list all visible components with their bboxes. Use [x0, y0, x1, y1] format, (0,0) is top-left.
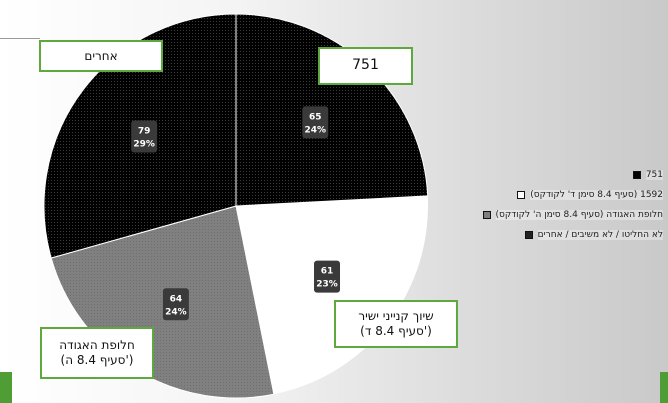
- data-label-percent: 24%: [305, 125, 327, 135]
- pie-slice: [235, 13, 429, 207]
- legend-swatch: [632, 171, 641, 179]
- callout-top-left: אחרים: [39, 40, 163, 72]
- data-label-value: 61: [321, 267, 334, 277]
- data-label-value: 79: [138, 126, 151, 136]
- data-label-percent: 24%: [165, 307, 187, 317]
- legend-item: 751: [463, 165, 663, 185]
- pie-slice: [236, 195, 428, 395]
- pie-data-labels: 65 24% 61 23% 64 24% 79 29%: [131, 106, 341, 321]
- data-label-value: 64: [170, 294, 183, 304]
- green-accent-bar-left: [0, 372, 12, 403]
- legend-label: 751: [645, 170, 663, 180]
- legend-label: 1592 (סעיף 8.4 סימן ד' לקודקס): [530, 190, 663, 200]
- legend-item: 1592 (סעיף 8.4 סימן ד' לקודקס): [463, 185, 663, 205]
- legend-item: חלופת האגודה (סעיף 8.4 סימן ה' לקודקס): [463, 205, 663, 225]
- pie-slices: [43, 13, 429, 399]
- data-label-percent: 29%: [133, 139, 155, 149]
- data-label-box: [131, 120, 158, 153]
- callout-bottom-left: חלופת האגודה (סעיף 8.4 ה'): [40, 327, 154, 379]
- legend-label: חלופת האגודה (סעיף 8.4 סימן ה' לקודקס): [495, 210, 663, 220]
- data-label-box: [302, 106, 329, 139]
- header-divider: [0, 38, 40, 39]
- data-label-percent: 23%: [316, 280, 338, 290]
- legend-item: לא החליטו / לא משיבים / אחרים: [463, 225, 663, 245]
- data-label-box: [314, 260, 341, 293]
- legend-swatch: [524, 231, 533, 239]
- legend-label: לא החליטו / לא משיבים / אחרים: [537, 230, 663, 240]
- callout-bottom-right: שיוך קנייני ישיר (סעיף 8.4 ד'): [334, 300, 458, 348]
- legend-swatch: [517, 191, 526, 199]
- legend-swatch: [482, 211, 491, 219]
- green-accent-bar-right: [660, 372, 668, 403]
- data-label-value: 65: [309, 112, 322, 122]
- data-label-box: [162, 288, 189, 321]
- callout-top-right: 751: [318, 47, 413, 85]
- chart-legend: 751 1592 (סעיף 8.4 סימן ד' לקודקס) חלופת…: [463, 165, 663, 245]
